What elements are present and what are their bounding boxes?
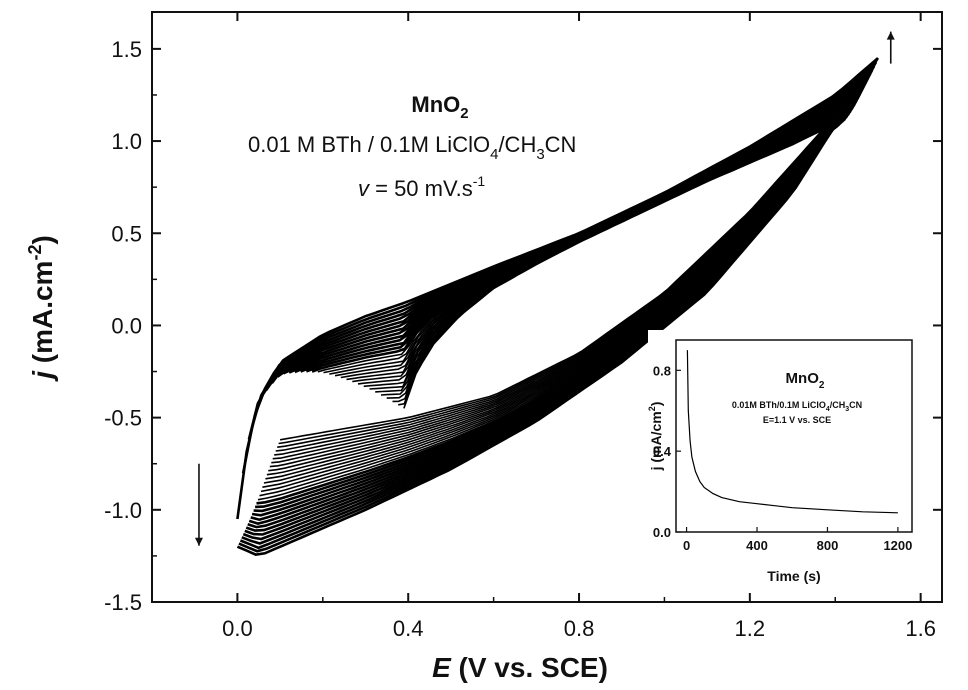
cv-cycle-line — [236, 57, 879, 556]
x-axis-title: E (V vs. SCE) — [432, 652, 608, 683]
main-plot: 0.0 0.4 0.8 1.2 1.6-1.5-1.0-0.50.00.51.01.5 … — [25, 11, 943, 683]
inset-current-decay-line — [686, 350, 898, 514]
x-tick-label: 1.6 — [905, 616, 936, 641]
inset-curve — [686, 350, 898, 514]
inset-electrolyte: 0.01M BTh/0.1M LiClO4/CH3CN — [732, 400, 862, 413]
cv-curves — [236, 57, 879, 556]
annotation-electrolyte: 0.01 M BTh / 0.1M LiClO4/CH3CN — [248, 132, 576, 163]
y-tick-label: -1.5 — [104, 590, 142, 615]
inset-x-tick-label: 0 — [683, 538, 690, 553]
y-tick-label: 0.0 — [111, 313, 142, 338]
annotation-material: MnO2 — [411, 92, 468, 122]
x-tick-label: 1.2 — [735, 616, 766, 641]
inset-potential: E=1.1 V vs. SCE — [763, 415, 831, 425]
inset-axis-ticks: 0 400 800 1200 0.0 0.4 0.8 — [653, 363, 912, 553]
inset-x-tick-label: 800 — [817, 538, 839, 553]
inset-title: MnO2 — [786, 370, 825, 391]
inset-y-tick-label: 0.0 — [653, 525, 671, 540]
y-axis-title: j (mA.cm-2) — [25, 235, 58, 383]
inset-y-tick-label: 0.8 — [653, 363, 671, 378]
y-tick-label: -1.0 — [104, 498, 142, 523]
inset-x-axis-title: Time (s) — [767, 568, 820, 584]
inset-x-tick-label: 400 — [746, 538, 768, 553]
main-plot-frame — [151, 11, 943, 603]
y-tick-label: 1.0 — [111, 129, 142, 154]
arrow-up-head — [886, 31, 895, 40]
y-tick-label: -0.5 — [104, 406, 142, 431]
x-tick-label: 0.4 — [393, 616, 424, 641]
x-tick-label: 0.0 — [222, 616, 253, 641]
annotation-scan-rate: v = 50 mV.s-1 — [358, 173, 485, 201]
y-tick-label: 0.5 — [111, 221, 142, 246]
inset-frame — [675, 339, 913, 533]
arrow-down-head — [194, 537, 203, 546]
inset-y-tick-label: 0.4 — [653, 444, 672, 459]
y-tick-label: 1.5 — [111, 37, 142, 62]
scan-direction-arrows — [194, 31, 895, 546]
x-tick-label: 0.8 — [564, 616, 595, 641]
inset-y-axis-title: j (mA/cm2) — [647, 402, 664, 472]
inset-x-tick-label: 1200 — [883, 538, 912, 553]
inset-chronoamperogram: 0 400 800 1200 0.0 0.4 0.8 MnO2 0.01M BTh/0.1M… — [647, 330, 916, 592]
main-axis-ticks: 0.0 0.4 0.8 1.2 1.6 -1.5 -1.0 -0.5 0.0 0.5 1.0 1.5 — [104, 12, 942, 641]
